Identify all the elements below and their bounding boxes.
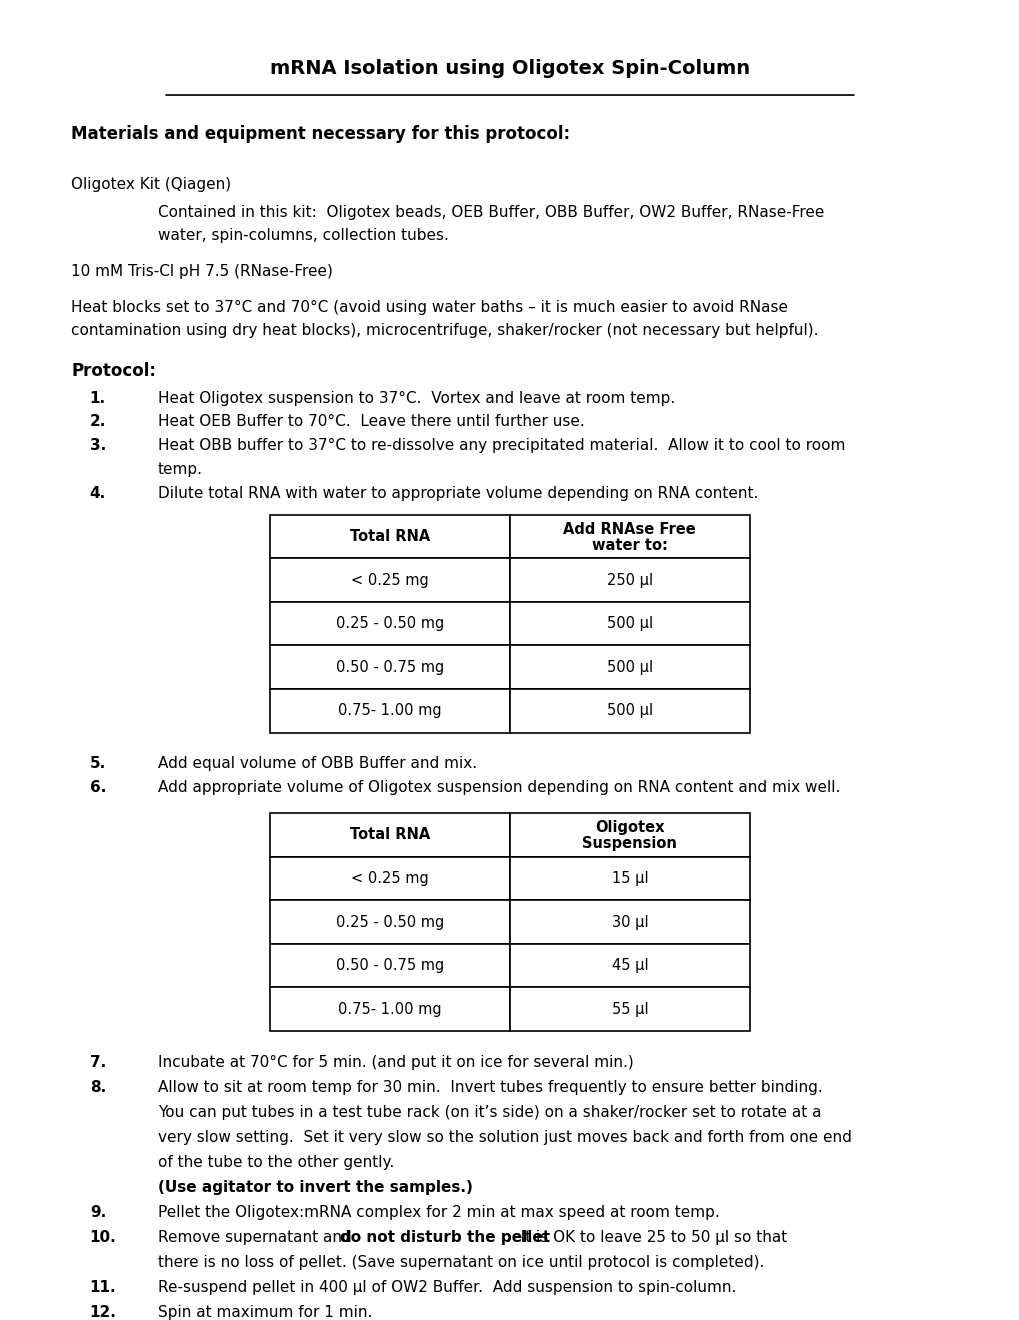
Text: 10 mM Tris-Cl pH 7.5 (RNase-Free): 10 mM Tris-Cl pH 7.5 (RNase-Free) [71,264,333,279]
Text: of the tube to the other gently.: of the tube to the other gently. [158,1155,394,1170]
Bar [270,689,510,733]
Text: Heat Oligotex suspension to 37°C.  Vortex and leave at room temp.: Heat Oligotex suspension to 37°C. Vortex… [158,391,675,405]
Text: .  It is OK to leave 25 to 50 μl so that: . It is OK to leave 25 to 50 μl so that [505,1230,787,1245]
Text: Heat OEB Buffer to 70°C.  Leave there until further use.: Heat OEB Buffer to 70°C. Leave there unt… [158,414,584,429]
Bar [270,857,510,900]
Text: Protocol:: Protocol: [71,362,156,380]
Text: 7.: 7. [90,1055,106,1069]
Text: Remove supernatant and: Remove supernatant and [158,1230,357,1245]
Bar [510,515,749,558]
Text: there is no loss of pellet. (Save supernatant on ice until protocol is completed: there is no loss of pellet. (Save supern… [158,1255,763,1270]
Text: water, spin-columns, collection tubes.: water, spin-columns, collection tubes. [158,228,448,243]
Text: water to:: water to: [591,537,667,553]
Bar [510,558,749,602]
Text: Add appropriate volume of Oligotex suspension depending on RNA content and mix w: Add appropriate volume of Oligotex suspe… [158,780,840,795]
Text: 45 μl: 45 μl [611,958,647,973]
Bar [270,602,510,645]
Bar [270,987,510,1031]
Bar [510,944,749,987]
Text: Total RNA: Total RNA [350,828,430,842]
Text: Incubate at 70°C for 5 min. (and put it on ice for several min.): Incubate at 70°C for 5 min. (and put it … [158,1055,633,1069]
Text: Contained in this kit:  Oligotex beads, OEB Buffer, OBB Buffer, OW2 Buffer, RNas: Contained in this kit: Oligotex beads, O… [158,205,823,219]
Text: Materials and equipment necessary for this protocol:: Materials and equipment necessary for th… [71,125,570,144]
Text: 0.75- 1.00 mg: 0.75- 1.00 mg [338,1002,441,1016]
Text: 250 μl: 250 μl [606,573,652,587]
Text: (Use agitator to invert the samples.): (Use agitator to invert the samples.) [158,1180,473,1195]
Bar [270,900,510,944]
Text: Total RNA: Total RNA [350,529,430,544]
Bar [270,944,510,987]
Bar [510,857,749,900]
Text: 55 μl: 55 μl [611,1002,647,1016]
Bar [270,558,510,602]
Text: temp.: temp. [158,462,203,477]
Text: 6.: 6. [90,780,106,795]
Text: 500 μl: 500 μl [606,616,652,631]
Bar [510,645,749,689]
Text: 3.: 3. [90,438,106,453]
Text: 11.: 11. [90,1280,116,1295]
Text: Spin at maximum for 1 min.: Spin at maximum for 1 min. [158,1305,372,1320]
Text: 0.50 - 0.75 mg: 0.50 - 0.75 mg [335,660,444,675]
Text: Add RNAse Free: Add RNAse Free [562,521,696,537]
Text: 5.: 5. [90,756,106,771]
Text: 12.: 12. [90,1305,116,1320]
Bar [270,645,510,689]
Bar [270,813,510,857]
Text: < 0.25 mg: < 0.25 mg [351,573,429,587]
Text: Oligotex Kit (Qiagen): Oligotex Kit (Qiagen) [71,177,231,191]
Text: 8.: 8. [90,1080,106,1094]
Text: Heat blocks set to 37°C and 70°C (avoid using water baths – it is much easier to: Heat blocks set to 37°C and 70°C (avoid … [71,300,788,314]
Text: very slow setting.  Set it very slow so the solution just moves back and forth f: very slow setting. Set it very slow so t… [158,1130,851,1144]
Bar [510,813,749,857]
Text: 4.: 4. [90,486,106,500]
Text: do not disturb the pellet: do not disturb the pellet [339,1230,549,1245]
Text: Pellet the Oligotex:mRNA complex for 2 min at max speed at room temp.: Pellet the Oligotex:mRNA complex for 2 m… [158,1205,719,1220]
Text: Dilute total RNA with water to appropriate volume depending on RNA content.: Dilute total RNA with water to appropria… [158,486,758,500]
Bar [510,987,749,1031]
Text: 15 μl: 15 μl [611,871,647,886]
Bar [270,515,510,558]
Text: 500 μl: 500 μl [606,660,652,675]
Text: You can put tubes in a test tube rack (on it’s side) on a shaker/rocker set to r: You can put tubes in a test tube rack (o… [158,1105,820,1119]
Text: < 0.25 mg: < 0.25 mg [351,871,429,886]
Text: 500 μl: 500 μl [606,704,652,718]
Bar [510,602,749,645]
Text: 0.25 - 0.50 mg: 0.25 - 0.50 mg [335,616,444,631]
Text: 0.75- 1.00 mg: 0.75- 1.00 mg [338,704,441,718]
Text: 9.: 9. [90,1205,106,1220]
Text: 0.50 - 0.75 mg: 0.50 - 0.75 mg [335,958,444,973]
Text: 10.: 10. [90,1230,116,1245]
Text: mRNA Isolation using Oligotex Spin-Column: mRNA Isolation using Oligotex Spin-Colum… [270,59,749,78]
Text: 0.25 - 0.50 mg: 0.25 - 0.50 mg [335,915,444,929]
Text: Oligotex: Oligotex [594,820,664,836]
Text: 1.: 1. [90,391,106,405]
Text: Heat OBB buffer to 37°C to re-dissolve any precipitated material.  Allow it to c: Heat OBB buffer to 37°C to re-dissolve a… [158,438,845,453]
Text: Suspension: Suspension [582,836,677,851]
Text: 30 μl: 30 μl [611,915,647,929]
Bar [510,900,749,944]
Text: Re-suspend pellet in 400 μl of OW2 Buffer.  Add suspension to spin-column.: Re-suspend pellet in 400 μl of OW2 Buffe… [158,1280,736,1295]
Text: 2.: 2. [90,414,106,429]
Text: Add equal volume of OBB Buffer and mix.: Add equal volume of OBB Buffer and mix. [158,756,477,771]
Text: Allow to sit at room temp for 30 min.  Invert tubes frequently to ensure better : Allow to sit at room temp for 30 min. In… [158,1080,822,1094]
Text: contamination using dry heat blocks), microcentrifuge, shaker/rocker (not necess: contamination using dry heat blocks), mi… [71,323,818,338]
Bar [510,689,749,733]
